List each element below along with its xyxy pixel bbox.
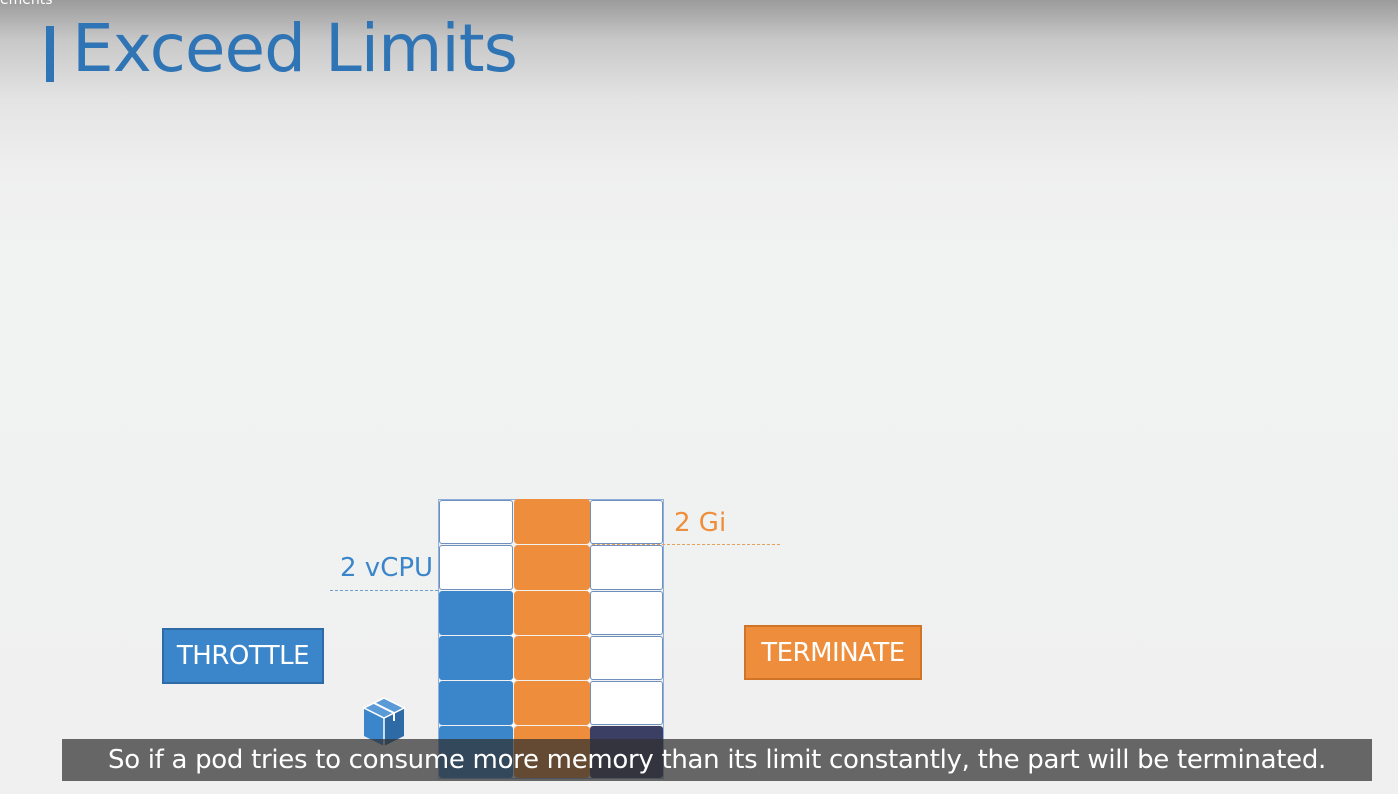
memory-cell-filled: [514, 499, 590, 544]
cpu-cell-empty: [439, 500, 513, 544]
throttle-label: THROTTLE: [176, 641, 310, 671]
grid-joint: [512, 724, 515, 727]
memory-cell-filled: [514, 681, 590, 725]
corner-text: ements: [0, 0, 53, 8]
grid-joint: [512, 634, 515, 637]
right-cell-empty: [590, 500, 663, 544]
throttle-badge: THROTTLE: [162, 628, 324, 684]
cpu-limit-line: [330, 590, 438, 591]
memory-limit-line: [592, 544, 780, 545]
right-cell-empty: [590, 545, 663, 590]
cpu-cell-filled: [439, 636, 513, 680]
cube-icon: [362, 697, 406, 746]
memory-limit-label: 2 Gi: [674, 508, 727, 538]
right-cell-empty: [590, 591, 663, 635]
grid-joint: [512, 589, 515, 592]
slide-title: Exceed Limits: [72, 10, 518, 87]
cpu-cell-filled: [439, 591, 513, 635]
grid-joint: [588, 589, 591, 592]
terminate-badge: TERMINATE: [744, 625, 922, 680]
cpu-cell-empty: [439, 545, 513, 590]
title-accent-bar: [46, 26, 54, 82]
memory-cell-filled: [514, 636, 590, 680]
grid-joint: [588, 724, 591, 727]
memory-cell-filled: [514, 591, 590, 635]
grid-joint: [512, 679, 515, 682]
memory-cell-filled: [514, 545, 590, 590]
grid-joint: [588, 679, 591, 682]
right-cell-empty: [590, 681, 663, 725]
terminate-label: TERMINATE: [761, 637, 905, 668]
cpu-cell-filled: [439, 681, 513, 725]
right-cell-empty: [590, 636, 663, 680]
cpu-limit-label: 2 vCPU: [340, 553, 434, 583]
video-caption: So if a pod tries to consume more memory…: [62, 739, 1372, 781]
grid-joint: [588, 634, 591, 637]
